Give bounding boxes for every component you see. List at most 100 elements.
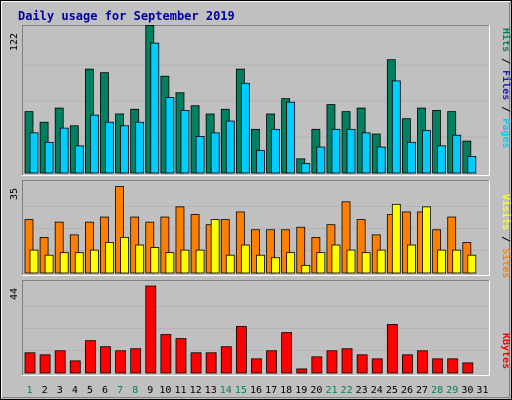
bar-sites-day-1 — [24, 219, 34, 274]
bar-files-day-28 — [437, 145, 447, 174]
bar-files-day-26 — [407, 141, 416, 174]
legend-hits-files: Hits / Files / Pages — [500, 28, 512, 148]
bar-hits-day-28 — [432, 110, 442, 174]
x-tick-label-31: 31 — [476, 385, 488, 396]
bar-visits-day-26 — [407, 244, 416, 274]
bar-sites-day-15 — [235, 211, 245, 274]
x-tick-label-20: 20 — [310, 385, 322, 396]
x-tick-label-13: 13 — [205, 385, 217, 396]
bar-kbytes-day-16 — [251, 358, 262, 374]
bar-sites-day-3 — [54, 221, 64, 274]
bar-visits-day-9 — [150, 247, 160, 274]
bar-sites-day-18 — [281, 229, 291, 274]
x-tick-label-27: 27 — [416, 385, 428, 396]
bar-kbytes-day-17 — [266, 350, 277, 374]
bar-sites-day-26 — [402, 211, 411, 274]
bar-files-day-2 — [44, 141, 54, 174]
legend-files: Files — [500, 70, 512, 100]
bar-sites-day-11 — [175, 206, 185, 274]
bar-visits-day-27 — [422, 206, 431, 274]
legend-sites-visits: Visits / Sites — [500, 194, 512, 278]
x-tick-label-4: 4 — [72, 385, 78, 396]
x-axis-labels: 1 2 3 4 5 6 7 8 9 10 11 12 13 14 15 16 17 18 19 20 21 22 23 24 2… — [27, 385, 489, 396]
bar-files-day-8 — [135, 121, 145, 174]
x-tick-label-19: 19 — [295, 385, 307, 396]
bar-kbytes-day-27 — [417, 350, 428, 374]
x-tick-label-3: 3 — [57, 385, 63, 396]
x-tick-label-5: 5 — [87, 385, 93, 396]
x-tick-label-2: 2 — [42, 385, 48, 396]
bar-visits-day-22 — [346, 249, 356, 274]
x-tick-label-30: 30 — [461, 385, 473, 396]
x-tick-label-7: 7 — [117, 385, 123, 396]
panel-sites-visits-ymax-label: 35 — [9, 188, 20, 200]
bar-kbytes-day-2 — [39, 354, 51, 374]
bar-visits-day-20 — [316, 252, 326, 274]
legend-hits: Hits — [500, 28, 512, 52]
bar-kbytes-day-20 — [311, 356, 323, 374]
bar-visits-day-12 — [195, 249, 205, 274]
bar-files-day-1 — [29, 132, 39, 174]
bar-files-day-4 — [74, 145, 84, 174]
bar-kbytes-day-8 — [130, 348, 142, 374]
legend-separator: / — [500, 230, 511, 248]
bar-kbytes-day-6 — [100, 346, 111, 374]
bar-sites-day-14 — [220, 219, 230, 274]
x-tick-label-25: 25 — [386, 385, 398, 396]
bar-visits-day-18 — [286, 252, 296, 274]
panel-kbytes: 44 — [9, 280, 490, 376]
legend-kbytes: KBytes — [500, 333, 511, 369]
x-tick-label-6: 6 — [102, 385, 108, 396]
bar-visits-day-23 — [361, 252, 371, 274]
bar-files-day-27 — [422, 130, 431, 174]
bar-kbytes-day-1 — [24, 352, 36, 374]
bar-files-day-16 — [256, 150, 265, 174]
bar-visits-day-30 — [467, 254, 477, 274]
bar-sites-day-29 — [447, 216, 457, 274]
bar-visits-day-17 — [271, 257, 280, 274]
bar-kbytes-day-19 — [296, 368, 308, 374]
bar-sites-day-22 — [341, 201, 351, 274]
legend-group: Hits / Files / Pages Visits / Sites KBytes — [500, 28, 512, 369]
bar-kbytes-day-21 — [326, 350, 338, 374]
bar-kbytes-day-23 — [356, 354, 368, 374]
bar-kbytes-day-24 — [371, 358, 383, 374]
x-tick-label-9: 9 — [147, 385, 153, 396]
bar-sites-day-5 — [84, 221, 94, 274]
bar-kbytes-day-29 — [447, 358, 459, 374]
bar-kbytes-day-26 — [402, 354, 413, 374]
x-tick-label-16: 16 — [250, 385, 262, 396]
legend-sites: Sites — [500, 248, 512, 278]
bar-visits-day-29 — [452, 249, 462, 274]
bar-kbytes-day-11 — [175, 338, 187, 374]
x-tick-label-28: 28 — [431, 385, 443, 396]
bar-files-day-22 — [346, 128, 356, 174]
bar-files-day-17 — [271, 128, 280, 174]
panel-hits-files-ymax-label: 122 — [9, 33, 20, 51]
bar-files-day-19 — [301, 163, 311, 174]
bar-visits-day-14 — [225, 254, 235, 274]
bar-files-day-7 — [120, 125, 129, 174]
legend-kbytes: KBytes — [500, 333, 511, 369]
bar-kbytes-day-9 — [145, 285, 157, 374]
x-tick-label-24: 24 — [371, 385, 383, 396]
bar-files-day-10 — [165, 97, 175, 174]
legend-visits: Visits — [500, 194, 512, 230]
bar-kbytes-day-30 — [462, 362, 474, 374]
x-tick-label-11: 11 — [174, 385, 186, 396]
bar-visits-day-25 — [391, 203, 401, 274]
bar-visits-day-1 — [29, 249, 39, 274]
chart-panels: 122 35 44 — [9, 25, 490, 376]
bar-files-day-30 — [467, 156, 477, 174]
x-tick-label-29: 29 — [446, 385, 458, 396]
bar-sites-day-12 — [190, 214, 200, 274]
bar-files-day-5 — [89, 114, 99, 174]
bar-kbytes-day-13 — [205, 352, 217, 374]
legend-pages: Pages — [500, 118, 511, 148]
bar-sites-day-10 — [160, 216, 170, 274]
bar-kbytes-day-7 — [115, 350, 126, 374]
bar-files-day-15 — [240, 82, 250, 174]
bar-kbytes-day-10 — [160, 334, 172, 374]
x-tick-label-12: 12 — [190, 385, 202, 396]
bar-kbytes-day-14 — [220, 346, 232, 374]
